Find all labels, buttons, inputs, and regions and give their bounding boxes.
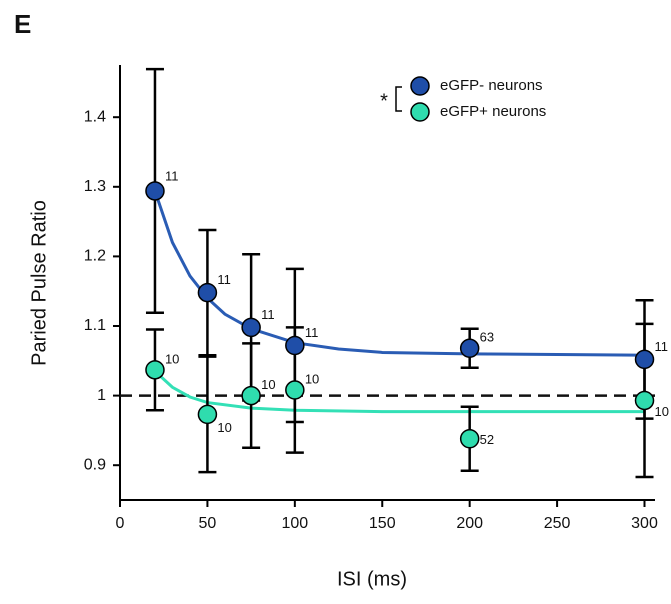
x-tick-label: 0 — [116, 515, 125, 532]
y-tick-label: 1.4 — [84, 108, 106, 125]
point — [241, 385, 261, 406]
n-label: 11 — [217, 272, 231, 287]
point — [459, 338, 480, 359]
significance-bracket — [395, 86, 402, 112]
n-label: 11 — [305, 325, 319, 340]
y-tick-label: 0.9 — [84, 456, 106, 473]
x-tick-label: 150 — [369, 515, 396, 532]
n-label: 11 — [165, 168, 179, 183]
x-tick-label: 200 — [456, 515, 483, 532]
x-tick-label: 250 — [544, 515, 571, 532]
point — [145, 181, 165, 201]
point — [634, 390, 655, 411]
point — [285, 335, 305, 356]
n-label: 10 — [261, 377, 275, 392]
n-label: 52 — [480, 432, 494, 447]
point — [634, 349, 655, 370]
point — [145, 360, 165, 380]
n-label: 11 — [655, 339, 669, 354]
y-tick-label: 1.3 — [84, 178, 106, 195]
legend-label: eGFP+ neurons — [440, 103, 546, 120]
legend-marker — [410, 102, 430, 122]
legend-marker — [410, 76, 430, 96]
panel-label: E — [14, 9, 31, 39]
n-label: 10 — [217, 420, 231, 435]
n-label: 10 — [165, 351, 179, 366]
y-tick-label: 1 — [97, 387, 106, 404]
legend-label: eGFP- neurons — [440, 77, 543, 94]
x-tick-label: 50 — [199, 515, 217, 532]
point — [285, 380, 305, 400]
n-label: 10 — [305, 371, 319, 386]
n-label: 10 — [655, 404, 669, 419]
y-tick-label: 1.2 — [84, 248, 106, 265]
fit-curve — [153, 190, 645, 357]
y-axis-title: Paried Pulse Ratio — [28, 200, 50, 366]
point — [241, 317, 261, 338]
point — [197, 404, 218, 425]
point — [197, 282, 218, 303]
n-label: 11 — [261, 307, 275, 322]
y-tick-label: 1.1 — [84, 317, 106, 334]
fit-curve — [153, 370, 645, 414]
x-tick-label: 300 — [631, 515, 658, 532]
point — [459, 429, 480, 449]
significance-mark: * — [380, 90, 388, 112]
n-label: 63 — [480, 330, 494, 345]
x-axis-title: ISI (ms) — [337, 568, 407, 590]
x-tick-label: 100 — [281, 515, 308, 532]
